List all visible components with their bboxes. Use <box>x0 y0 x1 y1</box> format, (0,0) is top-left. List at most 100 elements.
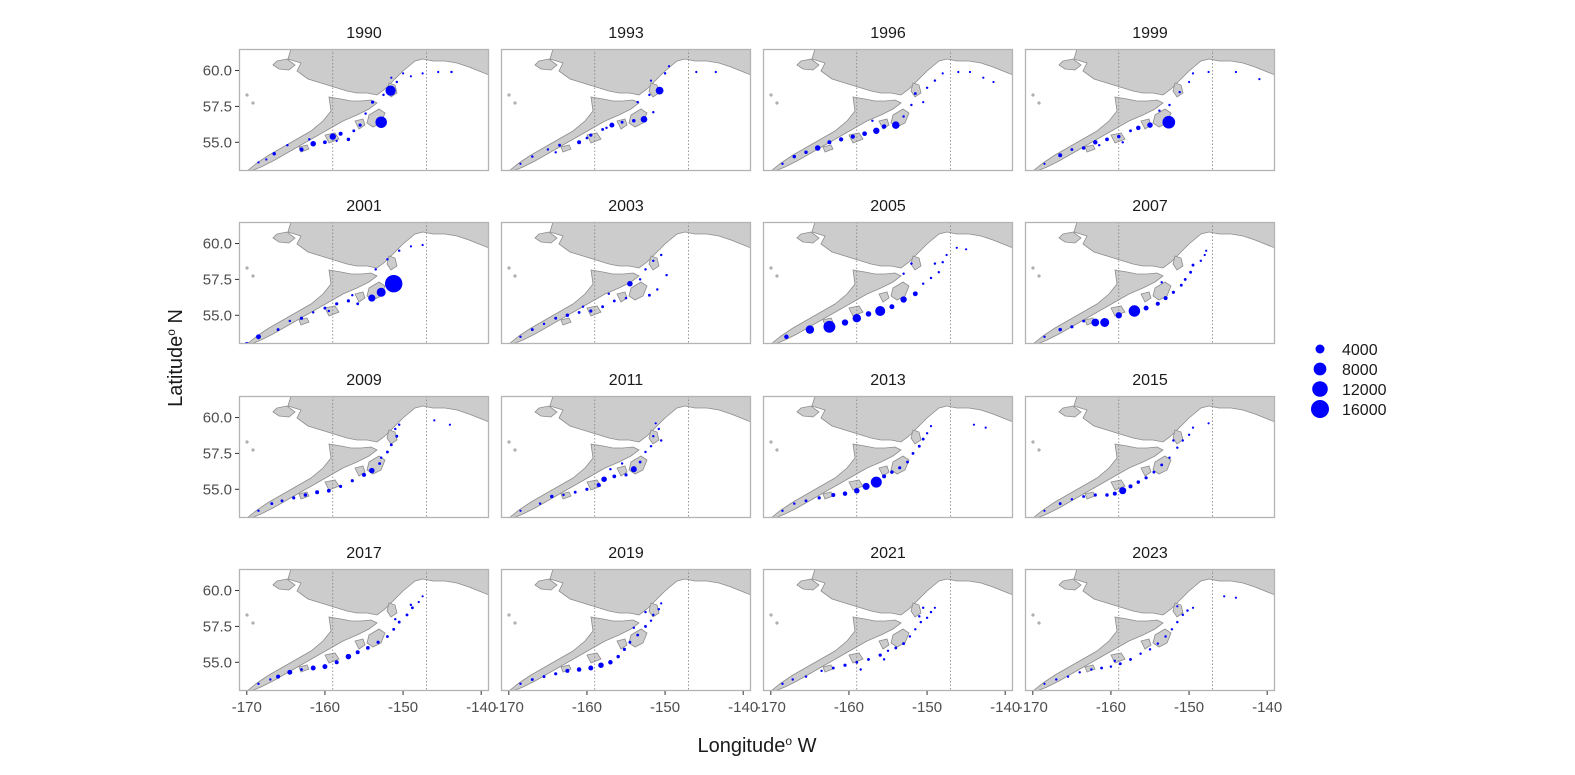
catch-point <box>1082 319 1086 323</box>
catch-point <box>1191 606 1195 609</box>
catch-point <box>1109 665 1113 668</box>
panel-plot-area <box>239 569 489 691</box>
catch-point <box>862 482 870 490</box>
catch-point <box>871 119 874 123</box>
catch-point <box>308 138 311 141</box>
catch-point <box>257 161 260 164</box>
catch-point <box>957 70 960 74</box>
panel-border <box>1024 395 1276 519</box>
catch-point <box>919 620 923 624</box>
catch-point <box>1118 662 1122 666</box>
catch-point <box>1179 283 1183 287</box>
catch-point <box>385 635 389 638</box>
catch-point <box>804 150 808 155</box>
catch-point <box>933 79 937 82</box>
catch-point <box>695 70 698 74</box>
y-axis-title-text: Latitude <box>165 336 187 407</box>
catch-point <box>640 115 648 123</box>
catch-point <box>855 660 859 664</box>
facet-panel-1990: 1990 <box>238 25 490 172</box>
catch-point <box>638 460 642 464</box>
catch-point <box>605 126 608 130</box>
catch-point <box>937 270 941 274</box>
catch-point <box>374 268 377 271</box>
x-tick-label: -170 <box>756 699 786 716</box>
catch-point <box>322 664 328 670</box>
catch-point <box>644 450 647 454</box>
catch-point <box>612 299 616 303</box>
facet-panel-1996: 1996 <box>762 25 1014 172</box>
catch-point <box>395 80 399 84</box>
catch-point <box>972 423 975 426</box>
legend-key <box>1315 344 1325 354</box>
panel-border <box>1024 221 1276 345</box>
catch-point <box>638 278 642 281</box>
catch-point <box>1143 305 1149 311</box>
catch-point <box>385 85 396 96</box>
catch-point <box>647 293 651 297</box>
catch-point <box>620 462 624 465</box>
catch-point <box>1191 263 1195 267</box>
catch-point <box>898 466 902 470</box>
y-axis-title-degree: o <box>164 329 178 336</box>
catch-point <box>299 316 304 320</box>
catch-point <box>612 474 617 479</box>
catch-point <box>1188 80 1191 84</box>
catch-point <box>1189 270 1193 274</box>
catch-point <box>329 133 336 140</box>
catch-point <box>546 148 550 151</box>
catch-point <box>1160 463 1164 467</box>
y-tick-label: 57.5 <box>203 445 232 462</box>
y-axis: 55.0 57.5 60.0 55.0 57.5 60.0 55.0 57.5 60.0 55.0… <box>203 63 239 671</box>
catch-point <box>1191 426 1195 429</box>
panel-border <box>762 48 1014 172</box>
facet-panel-2005: 2005 <box>762 198 1014 345</box>
catch-point <box>585 136 589 140</box>
catch-point <box>397 620 401 624</box>
catch-point <box>1055 678 1058 681</box>
legend-label: 16000 <box>1342 402 1387 419</box>
catch-point <box>630 466 637 473</box>
catch-point <box>346 137 351 142</box>
panel-border <box>238 221 490 345</box>
catch-point <box>1100 666 1104 670</box>
legend-key <box>1313 362 1327 376</box>
x-tick-label: -160 <box>834 699 864 716</box>
catch-point <box>659 253 663 257</box>
panel-title: 1996 <box>870 25 906 42</box>
catch-point <box>1176 605 1179 608</box>
catch-point <box>596 482 601 488</box>
y-tick-label: 60.0 <box>203 410 232 427</box>
panel-plot-area <box>763 396 1013 518</box>
x-tick-label: -150 <box>1174 699 1204 716</box>
catch-point <box>355 650 360 655</box>
facet-panel-2007: 2007 <box>1024 198 1276 345</box>
legend-entry: 12000 <box>1312 381 1387 399</box>
catch-point <box>409 603 413 607</box>
catch-point <box>421 243 424 247</box>
catch-point <box>608 660 613 665</box>
catch-point <box>530 678 534 681</box>
catch-point <box>1136 480 1141 484</box>
facet-panel-2019: 2019 <box>500 545 752 692</box>
catch-point <box>624 296 628 300</box>
catch-point <box>1115 312 1122 319</box>
catch-point <box>315 490 320 495</box>
catch-point <box>1168 103 1171 107</box>
x-tick-label: -140 <box>466 699 496 716</box>
catch-point <box>850 134 855 139</box>
catch-point <box>558 143 562 147</box>
catch-point <box>933 262 937 265</box>
catch-point <box>636 100 639 104</box>
catch-point <box>1203 253 1206 257</box>
catch-point <box>542 675 546 679</box>
catch-point <box>409 245 412 248</box>
catch-point <box>1152 470 1156 474</box>
catch-point <box>405 613 409 617</box>
catch-point <box>1117 134 1121 139</box>
catch-point <box>437 70 440 74</box>
catch-point <box>921 437 925 441</box>
catch-point <box>636 633 640 637</box>
catch-point <box>389 443 393 447</box>
